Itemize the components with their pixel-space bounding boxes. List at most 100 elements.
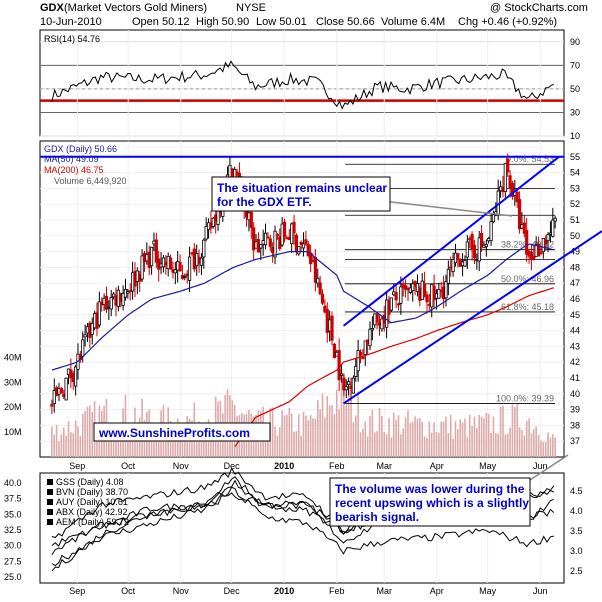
price-x-tick-label: Sep bbox=[69, 461, 85, 471]
volume-bar bbox=[511, 404, 514, 457]
volume-bar bbox=[55, 424, 58, 457]
volume-bar bbox=[362, 428, 364, 457]
annotation-unclear-line2: for the GDX ETF. bbox=[217, 195, 312, 209]
miners-x-tick-label: May bbox=[479, 586, 497, 596]
candle-body bbox=[304, 239, 308, 245]
volume-bar bbox=[359, 432, 362, 457]
volume-bar bbox=[338, 409, 340, 457]
volume-bar bbox=[411, 421, 414, 457]
volume-bar bbox=[331, 405, 333, 457]
annotation-volume-line3: bearish signal. bbox=[335, 510, 419, 524]
volume-bar bbox=[86, 406, 89, 457]
price-x-tick-label: Feb bbox=[329, 461, 345, 471]
volume-bar bbox=[464, 418, 466, 457]
volume-bar bbox=[490, 433, 492, 457]
volume-bar bbox=[324, 417, 326, 457]
candle-body bbox=[356, 350, 360, 372]
watermark-box bbox=[93, 422, 271, 442]
rsi-legend: RSI(14) 54.76 bbox=[44, 34, 100, 44]
candle-body bbox=[539, 252, 543, 255]
candle-body bbox=[532, 255, 536, 261]
volume-bar bbox=[383, 432, 386, 457]
miners-x-tick-label: Jun bbox=[533, 586, 548, 596]
annotation-volume-line1: The volume was lower during the bbox=[335, 482, 525, 496]
volume-bar bbox=[366, 436, 369, 457]
miners-x-tick-label: Apr bbox=[430, 586, 444, 596]
fib-label: 61.8%: 45.18 bbox=[501, 302, 554, 312]
volume-bar bbox=[283, 415, 286, 457]
miners-legend-label: ABX (Daily) 42.92 bbox=[56, 507, 128, 517]
volume-bar bbox=[537, 434, 540, 457]
volume-bar bbox=[452, 438, 454, 457]
volume-bar bbox=[404, 417, 407, 457]
candle-body bbox=[541, 237, 545, 253]
volume-bar bbox=[274, 426, 276, 457]
miners-right-tick: 3.5 bbox=[570, 526, 583, 536]
volume-bar bbox=[117, 429, 120, 457]
candle-body bbox=[361, 356, 365, 359]
candle-body bbox=[52, 390, 56, 405]
candle-body bbox=[503, 163, 507, 193]
volume-bar bbox=[172, 433, 174, 457]
miners-series-line bbox=[51, 486, 554, 567]
volume-bar bbox=[495, 433, 497, 457]
miners-left-tick: 35.0 bbox=[4, 509, 22, 519]
candle-body bbox=[529, 252, 534, 260]
volume-bar bbox=[74, 420, 77, 457]
candle-body bbox=[149, 246, 154, 267]
candle-body bbox=[168, 257, 173, 270]
volume-bar bbox=[309, 415, 312, 457]
volume-bar bbox=[461, 422, 464, 457]
volume-bar bbox=[518, 427, 521, 457]
candle-body bbox=[517, 199, 522, 230]
price-tick-label: 43 bbox=[570, 341, 580, 351]
candle-body bbox=[275, 234, 280, 237]
volume-bar bbox=[535, 426, 537, 457]
volume-bar bbox=[438, 432, 440, 457]
volume-bar bbox=[333, 414, 336, 457]
candle-body bbox=[358, 351, 363, 356]
volume-bar bbox=[357, 391, 359, 457]
volume-bar bbox=[115, 428, 117, 457]
volume-bar bbox=[174, 430, 177, 457]
volume-bar bbox=[426, 437, 428, 457]
volume-bar bbox=[84, 411, 86, 457]
rsi-tick-label: 90 bbox=[570, 37, 580, 47]
price-layer: 37 38 39 40 41 42 43 44 45 46 47 48 49 50 51 52 53 54 55 Se… bbox=[4, 141, 602, 471]
price-tick-label: 37 bbox=[570, 436, 580, 446]
volume-bar bbox=[319, 409, 321, 457]
volume-legend: Volume 6,449,920 bbox=[54, 176, 127, 186]
volume-bar bbox=[89, 405, 91, 457]
candle-body bbox=[536, 243, 541, 257]
volume-bar bbox=[72, 433, 75, 457]
price-tick-label: 50 bbox=[570, 231, 580, 241]
candle-body bbox=[252, 227, 256, 251]
volume-bar bbox=[300, 435, 302, 457]
volume-bar bbox=[476, 427, 478, 457]
rsi-panel bbox=[39, 29, 565, 137]
candle-body bbox=[551, 219, 555, 237]
candle-body bbox=[415, 283, 420, 292]
volume-bar bbox=[466, 437, 469, 457]
volume-bar bbox=[293, 431, 295, 457]
miners-x-tick-label: 2010 bbox=[274, 586, 294, 596]
miners-left-tick: 32.5 bbox=[4, 525, 22, 535]
volume-bar bbox=[271, 407, 274, 457]
candle-body bbox=[347, 381, 351, 386]
miners-legend-swatch bbox=[47, 479, 53, 485]
candle-body bbox=[437, 288, 441, 299]
candle-body bbox=[544, 239, 548, 245]
volume-bar bbox=[79, 436, 82, 457]
watermark: www.SunshineProfits.com bbox=[93, 422, 271, 442]
volume-bar bbox=[552, 433, 554, 457]
volume-bar bbox=[340, 370, 343, 457]
miners-right-tick: 4.0 bbox=[570, 506, 583, 516]
miners-legend-label: AUY (Daily) 10.61 bbox=[56, 497, 128, 507]
candle-body bbox=[363, 340, 367, 355]
candle-body bbox=[259, 244, 263, 249]
volume-bar bbox=[203, 435, 205, 457]
quote-low: Low 50.01 bbox=[256, 16, 307, 28]
volume-bar bbox=[421, 421, 424, 457]
candle-body bbox=[396, 303, 401, 306]
volume-bar bbox=[376, 431, 378, 457]
